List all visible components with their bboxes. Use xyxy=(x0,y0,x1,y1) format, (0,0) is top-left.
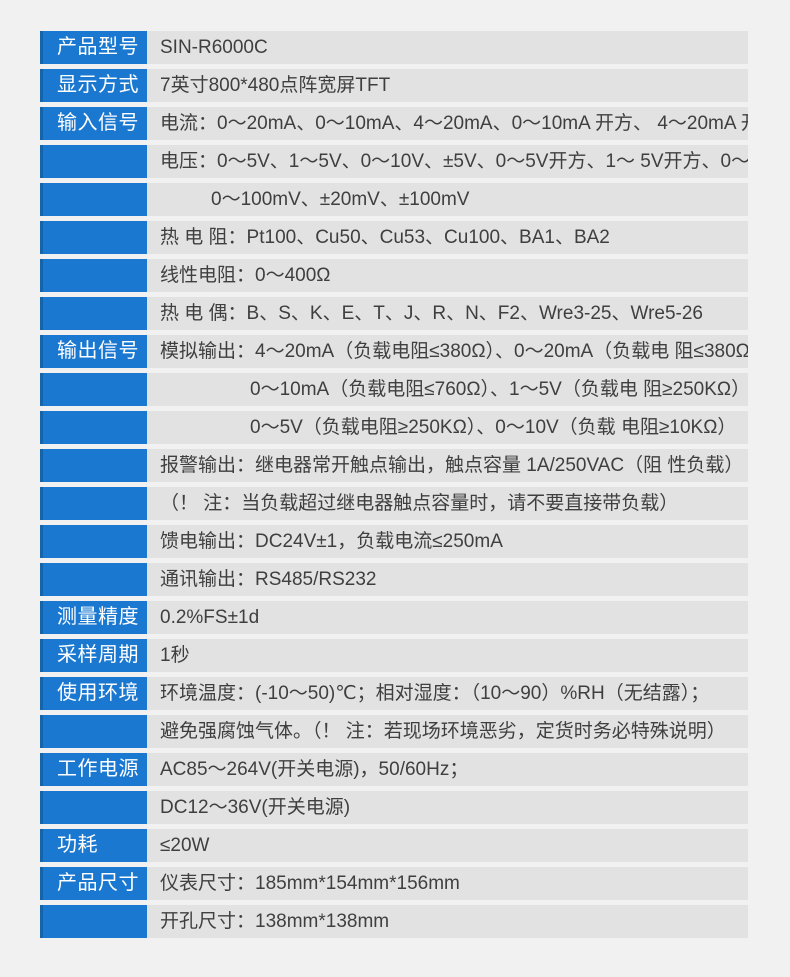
spec-value: 馈电输出：DC24V±1，负载电流≤250mA xyxy=(147,525,748,558)
spec-label xyxy=(40,145,147,178)
spec-value: 电流：0～20mA、0～10mA、4～20mA、0～10mA 开方、 4～20m… xyxy=(147,107,748,140)
spec-value: 报警输出：继电器常开触点输出，触点容量 1A/250VAC（阻 性负载） xyxy=(147,449,748,482)
spec-value: AC85～264V(开关电源)，50/60Hz； xyxy=(147,753,748,786)
spec-value: 0～10mA（负载电阻≤760Ω）、1～5V（负载电 阻≥250KΩ） xyxy=(147,373,748,406)
spec-value: 1秒 xyxy=(147,639,748,672)
spec-value: 0.2%FS±1d xyxy=(147,601,748,634)
spec-value: 电压：0～5V、1～5V、0～10V、±5V、0～5V开方、1～ 5V开方、0～… xyxy=(147,145,748,178)
spec-label: 功耗 xyxy=(40,829,147,862)
spec-row: 产品尺寸 仪表尺寸：185mm*154mm*156mm xyxy=(40,867,748,900)
spec-row: 避免强腐蚀气体。（！ 注：若现场环境恶劣，定货时务必特殊说明） xyxy=(40,715,748,748)
spec-value: 通讯输出：RS485/RS232 xyxy=(147,563,748,596)
spec-row: DC12～36V(开关电源) xyxy=(40,791,748,824)
spec-label xyxy=(40,487,147,520)
spec-value: 0～5V（负载电阻≥250KΩ）、0～10V（负载 电阻≥10KΩ） xyxy=(147,411,748,444)
spec-value: 环境温度：(-10～50)℃；相对湿度：（10～90）%RH（无结露）； xyxy=(147,677,748,710)
spec-row: 输出信号 模拟输出：4～20mA（负载电阻≤380Ω）、0～20mA（负载电 阻… xyxy=(40,335,748,368)
spec-label: 产品型号 xyxy=(40,31,147,64)
spec-row: 测量精度 0.2%FS±1d xyxy=(40,601,748,634)
spec-row: （！ 注：当负载超过继电器触点容量时，请不要直接带负载） xyxy=(40,487,748,520)
spec-label xyxy=(40,259,147,292)
spec-value: 热 电 偶：B、S、K、E、T、J、R、N、F2、Wre3-25、Wre5-26 xyxy=(147,297,748,330)
spec-label: 采样周期 xyxy=(40,639,147,672)
spec-row: 工作电源 AC85～264V(开关电源)，50/60Hz； xyxy=(40,753,748,786)
spec-value: 开孔尺寸：138mm*138mm xyxy=(147,905,748,938)
spec-label xyxy=(40,791,147,824)
spec-row: 馈电输出：DC24V±1，负载电流≤250mA xyxy=(40,525,748,558)
spec-label: 产品尺寸 xyxy=(40,867,147,900)
spec-label: 测量精度 xyxy=(40,601,147,634)
spec-row: 热 电 阻：Pt100、Cu50、Cu53、Cu100、BA1、BA2 xyxy=(40,221,748,254)
spec-label: 输出信号 xyxy=(40,335,147,368)
spec-label: 使用环境 xyxy=(40,677,147,710)
spec-table: 产品型号 SIN-R6000C 显示方式 7英寸800*480点阵宽屏TFT 输… xyxy=(40,31,748,943)
spec-value: （！ 注：当负载超过继电器触点容量时，请不要直接带负载） xyxy=(147,487,748,520)
spec-row: 线性电阻：0～400Ω xyxy=(40,259,748,292)
spec-label xyxy=(40,563,147,596)
spec-row: 通讯输出：RS485/RS232 xyxy=(40,563,748,596)
spec-row: 输入信号 电流：0～20mA、0～10mA、4～20mA、0～10mA 开方、 … xyxy=(40,107,748,140)
spec-row: 采样周期 1秒 xyxy=(40,639,748,672)
spec-label xyxy=(40,373,147,406)
spec-value: 仪表尺寸：185mm*154mm*156mm xyxy=(147,867,748,900)
spec-row: 热 电 偶：B、S、K、E、T、J、R、N、F2、Wre3-25、Wre5-26 xyxy=(40,297,748,330)
spec-row: 开孔尺寸：138mm*138mm xyxy=(40,905,748,938)
spec-label: 输入信号 xyxy=(40,107,147,140)
spec-value: DC12～36V(开关电源) xyxy=(147,791,748,824)
spec-row: 功耗 ≤20W xyxy=(40,829,748,862)
spec-row: 报警输出：继电器常开触点输出，触点容量 1A/250VAC（阻 性负载） xyxy=(40,449,748,482)
spec-row: 产品型号 SIN-R6000C xyxy=(40,31,748,64)
spec-value: 0～100mV、±20mV、±100mV xyxy=(147,183,748,216)
spec-row: 显示方式 7英寸800*480点阵宽屏TFT xyxy=(40,69,748,102)
spec-row: 0～10mA（负载电阻≤760Ω）、1～5V（负载电 阻≥250KΩ） xyxy=(40,373,748,406)
spec-label xyxy=(40,411,147,444)
spec-value: 7英寸800*480点阵宽屏TFT xyxy=(147,69,748,102)
spec-label xyxy=(40,905,147,938)
spec-value: SIN-R6000C xyxy=(147,31,748,64)
spec-label xyxy=(40,715,147,748)
spec-value: 模拟输出：4～20mA（负载电阻≤380Ω）、0～20mA（负载电 阻≤380Ω… xyxy=(147,335,748,368)
spec-value: 线性电阻：0～400Ω xyxy=(147,259,748,292)
spec-row: 使用环境 环境温度：(-10～50)℃；相对湿度：（10～90）%RH（无结露）… xyxy=(40,677,748,710)
spec-value: 热 电 阻：Pt100、Cu50、Cu53、Cu100、BA1、BA2 xyxy=(147,221,748,254)
spec-row: 电压：0～5V、1～5V、0～10V、±5V、0～5V开方、1～ 5V开方、0～… xyxy=(40,145,748,178)
spec-label xyxy=(40,221,147,254)
spec-value: 避免强腐蚀气体。（！ 注：若现场环境恶劣，定货时务必特殊说明） xyxy=(147,715,748,748)
spec-value: ≤20W xyxy=(147,829,748,862)
spec-label xyxy=(40,183,147,216)
spec-label: 显示方式 xyxy=(40,69,147,102)
spec-row: 0～5V（负载电阻≥250KΩ）、0～10V（负载 电阻≥10KΩ） xyxy=(40,411,748,444)
spec-label xyxy=(40,525,147,558)
spec-label xyxy=(40,449,147,482)
spec-label: 工作电源 xyxy=(40,753,147,786)
spec-row: 0～100mV、±20mV、±100mV xyxy=(40,183,748,216)
spec-label xyxy=(40,297,147,330)
